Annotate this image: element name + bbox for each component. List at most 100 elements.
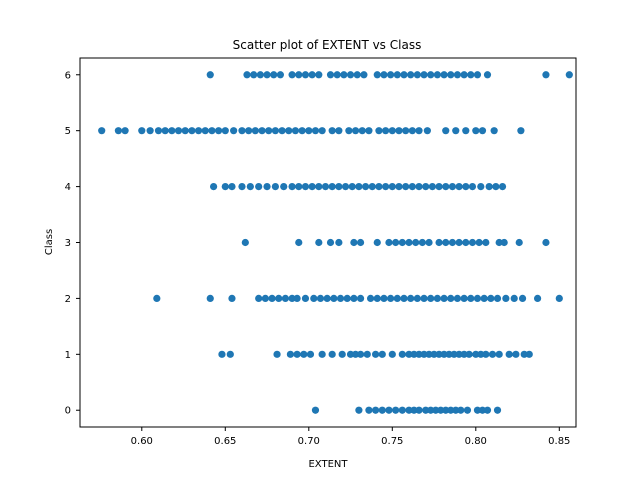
y-tick-label: 2 bbox=[65, 294, 71, 305]
data-point bbox=[363, 350, 371, 358]
data-point bbox=[520, 350, 528, 358]
data-point bbox=[351, 350, 360, 358]
data-point bbox=[346, 71, 355, 79]
y-tick-label: 3 bbox=[65, 238, 71, 249]
data-point bbox=[422, 406, 430, 414]
data-point bbox=[256, 71, 264, 79]
data-point bbox=[483, 406, 492, 414]
data-point bbox=[308, 71, 316, 79]
data-point bbox=[422, 182, 430, 191]
data-point bbox=[500, 238, 508, 247]
data-point bbox=[206, 294, 214, 303]
data-point bbox=[410, 406, 418, 414]
data-point bbox=[306, 350, 315, 358]
data-point bbox=[452, 127, 460, 135]
data-point bbox=[477, 182, 485, 191]
data-point bbox=[335, 127, 343, 135]
data-point bbox=[473, 71, 482, 79]
plot-frame bbox=[79, 57, 577, 428]
data-point bbox=[420, 350, 428, 358]
data-point bbox=[447, 294, 455, 303]
data-point bbox=[452, 406, 460, 414]
data-point bbox=[348, 182, 356, 191]
data-point bbox=[525, 350, 533, 358]
data-point bbox=[493, 406, 502, 414]
data-point bbox=[215, 127, 223, 135]
data-point bbox=[228, 182, 236, 191]
data-point bbox=[161, 127, 169, 135]
data-point bbox=[415, 406, 423, 414]
data-point bbox=[316, 294, 325, 303]
data-point bbox=[518, 294, 527, 303]
data-point bbox=[493, 294, 502, 303]
data-point bbox=[495, 238, 503, 247]
data-point bbox=[265, 127, 273, 135]
data-point bbox=[415, 127, 423, 135]
data-point bbox=[382, 182, 390, 191]
data-point bbox=[455, 350, 463, 358]
data-point bbox=[326, 71, 335, 79]
data-point bbox=[447, 71, 455, 79]
data-point bbox=[447, 406, 455, 414]
chart-title: Scatter plot of EXTENT vs Class bbox=[233, 38, 422, 52]
data-point bbox=[395, 182, 403, 191]
data-point bbox=[402, 127, 410, 135]
data-point bbox=[415, 182, 423, 191]
data-point bbox=[453, 294, 462, 303]
data-point bbox=[450, 350, 458, 358]
data-point bbox=[293, 350, 301, 358]
data-point bbox=[373, 71, 381, 79]
data-point bbox=[478, 127, 487, 135]
data-point bbox=[326, 238, 335, 247]
data-point bbox=[373, 238, 381, 247]
data-point bbox=[437, 406, 445, 414]
data-point bbox=[305, 127, 313, 135]
data-point bbox=[413, 294, 421, 303]
data-point bbox=[333, 71, 341, 79]
data-point bbox=[467, 71, 475, 79]
data-point bbox=[427, 406, 435, 414]
data-point bbox=[382, 127, 390, 135]
data-point bbox=[425, 238, 433, 247]
data-point bbox=[315, 238, 323, 247]
data-point bbox=[387, 71, 395, 79]
data-point bbox=[462, 127, 470, 135]
data-point bbox=[261, 294, 269, 303]
data-point bbox=[188, 127, 196, 135]
data-point bbox=[385, 238, 393, 247]
data-point bbox=[502, 294, 510, 303]
data-point bbox=[385, 406, 393, 414]
data-point bbox=[375, 182, 383, 191]
data-point bbox=[263, 71, 271, 79]
data-point bbox=[378, 350, 386, 358]
data-point bbox=[440, 294, 448, 303]
data-point bbox=[345, 127, 353, 135]
data-point bbox=[288, 294, 296, 303]
data-point bbox=[346, 350, 355, 358]
data-point bbox=[463, 406, 472, 414]
data-point bbox=[398, 350, 406, 358]
data-point bbox=[301, 294, 310, 303]
data-point bbox=[433, 294, 441, 303]
data-point bbox=[356, 238, 365, 247]
data-point bbox=[427, 294, 435, 303]
data-point bbox=[565, 71, 573, 79]
data-point bbox=[510, 294, 518, 303]
data-point bbox=[241, 238, 249, 247]
data-point bbox=[482, 350, 490, 358]
data-point bbox=[492, 182, 500, 191]
data-point bbox=[515, 238, 523, 247]
data-point bbox=[201, 127, 209, 135]
data-point bbox=[453, 71, 462, 79]
data-point bbox=[221, 182, 229, 191]
y-tick-label: 5 bbox=[65, 126, 71, 137]
data-point bbox=[245, 127, 253, 135]
data-point bbox=[146, 127, 154, 135]
data-point bbox=[442, 182, 450, 191]
data-points bbox=[98, 71, 573, 414]
data-point bbox=[473, 406, 482, 414]
data-point bbox=[462, 238, 470, 247]
data-point bbox=[310, 294, 318, 303]
data-point bbox=[460, 350, 468, 358]
